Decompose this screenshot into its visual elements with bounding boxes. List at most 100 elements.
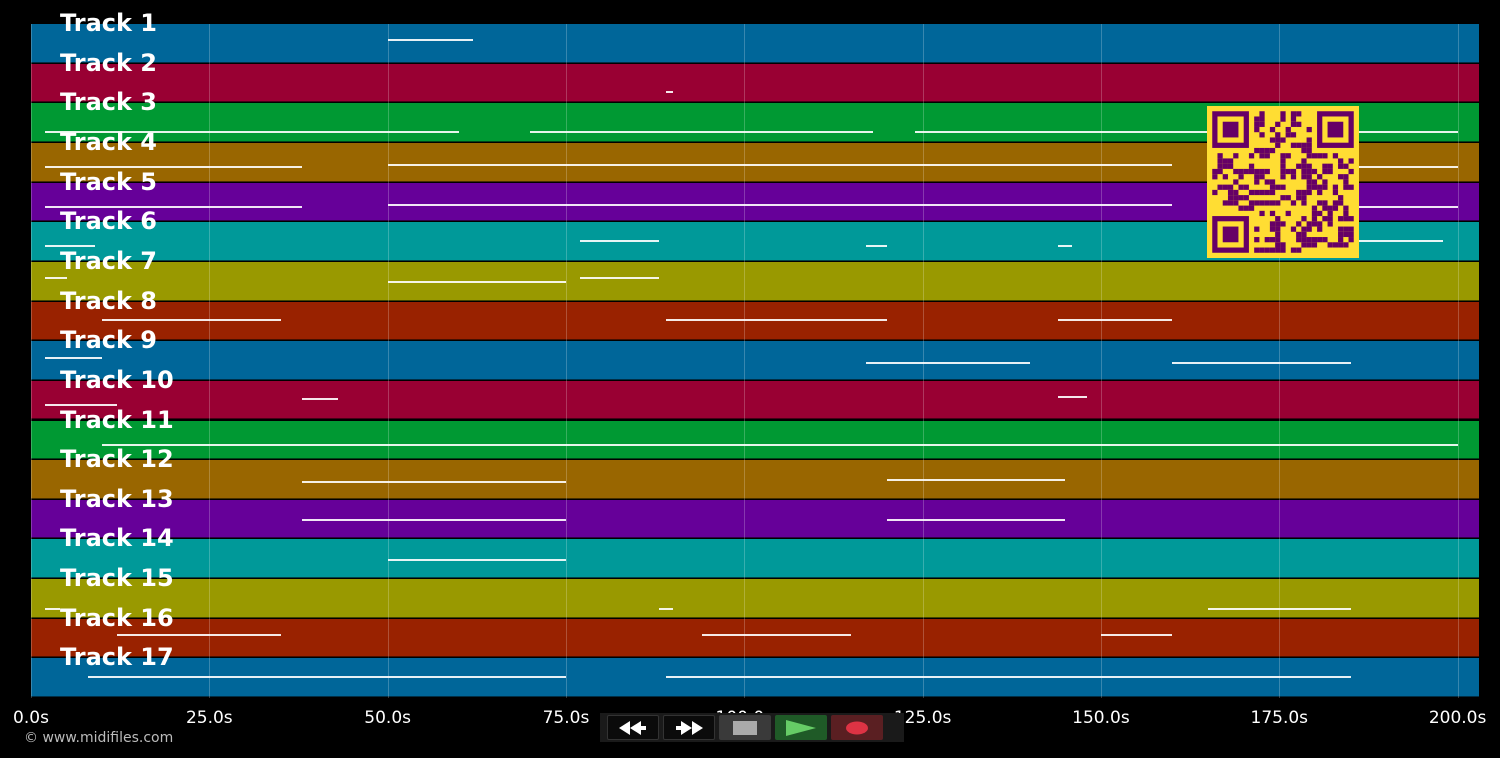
track-label: Track 9 bbox=[60, 326, 158, 355]
midi-note bbox=[865, 362, 1030, 365]
midi-note bbox=[886, 519, 1066, 522]
time-tick-label: 125.0s bbox=[893, 708, 952, 728]
gridline bbox=[1279, 24, 1281, 698]
gridline bbox=[1100, 24, 1102, 698]
time-tick-label: 25.0s bbox=[185, 708, 233, 728]
track-lane[interactable] bbox=[31, 24, 1479, 63]
midi-note bbox=[45, 356, 103, 359]
track-label: Track 15 bbox=[60, 564, 174, 593]
midi-note bbox=[701, 634, 852, 637]
rewind-icon bbox=[619, 720, 646, 735]
track-lane[interactable] bbox=[31, 499, 1479, 539]
track-label: Track 4 bbox=[60, 127, 158, 156]
time-tick-label: 75.0s bbox=[542, 708, 590, 728]
track-label: Track 10 bbox=[60, 365, 174, 394]
time-tick-label: 0.0s bbox=[13, 708, 49, 728]
track-label: Track 2 bbox=[60, 48, 158, 77]
midi-note bbox=[665, 675, 1351, 678]
track-lane[interactable] bbox=[31, 539, 1479, 579]
track-lane[interactable] bbox=[31, 579, 1479, 618]
gridline bbox=[565, 24, 567, 698]
record-button[interactable] bbox=[831, 715, 883, 740]
fast-forward-icon bbox=[676, 720, 703, 735]
midi-note bbox=[1058, 245, 1073, 248]
midi-note bbox=[302, 398, 338, 401]
rewind-button[interactable] bbox=[607, 715, 659, 740]
play-icon bbox=[786, 719, 816, 736]
midi-note bbox=[915, 131, 1458, 134]
qr-pattern bbox=[1212, 111, 1354, 253]
time-tick-label: 50.0s bbox=[364, 708, 411, 728]
gridline bbox=[209, 24, 211, 698]
track-lane[interactable] bbox=[31, 301, 1479, 341]
midi-note bbox=[865, 245, 887, 248]
track-label: Track 16 bbox=[60, 603, 174, 632]
gridline bbox=[922, 24, 924, 698]
track-label: Track 14 bbox=[60, 524, 174, 553]
gridline bbox=[1457, 24, 1459, 698]
track-lane[interactable] bbox=[31, 261, 1479, 301]
midi-note bbox=[387, 164, 1173, 167]
midi-note bbox=[102, 444, 1458, 447]
track-label: Track 12 bbox=[60, 445, 174, 474]
midi-note bbox=[580, 239, 659, 242]
track-lane[interactable] bbox=[31, 460, 1479, 499]
track-label: Track 17 bbox=[60, 643, 174, 672]
midi-note bbox=[116, 634, 281, 637]
track-lane[interactable] bbox=[31, 658, 1479, 698]
track-label: Track 1 bbox=[60, 9, 158, 37]
midi-note bbox=[45, 608, 60, 611]
midi-note bbox=[387, 203, 1173, 206]
stop-button[interactable] bbox=[719, 715, 771, 740]
midi-note bbox=[1100, 634, 1173, 637]
fast-forward-button[interactable] bbox=[663, 715, 715, 740]
track-label: Track 7 bbox=[60, 246, 158, 275]
midi-note bbox=[387, 558, 566, 561]
track-lane[interactable] bbox=[31, 380, 1479, 420]
midi-note bbox=[45, 277, 67, 280]
play-button[interactable] bbox=[775, 715, 827, 740]
track-label: Track 5 bbox=[60, 167, 158, 196]
midi-note bbox=[1058, 318, 1173, 321]
midi-note bbox=[45, 205, 303, 208]
midi-note bbox=[102, 318, 281, 321]
midi-note bbox=[302, 481, 566, 484]
track-lane[interactable] bbox=[31, 341, 1479, 380]
midi-note bbox=[1172, 362, 1351, 365]
copyright-text: © www.midifiles.com bbox=[24, 730, 174, 746]
track-label: Track 13 bbox=[60, 484, 174, 513]
midi-note bbox=[1350, 239, 1444, 242]
time-tick-label: 175.0s bbox=[1250, 708, 1309, 728]
midi-note bbox=[658, 608, 673, 611]
transport-controls bbox=[600, 713, 904, 742]
track-lane[interactable] bbox=[31, 63, 1479, 103]
midi-note bbox=[302, 519, 566, 522]
midi-note bbox=[45, 166, 303, 169]
track-label: Track 3 bbox=[60, 88, 158, 117]
track-label: Track 8 bbox=[60, 286, 158, 315]
record-icon bbox=[846, 721, 868, 734]
midi-note bbox=[45, 131, 459, 134]
track-lane[interactable] bbox=[31, 420, 1479, 460]
qr-code bbox=[1207, 106, 1359, 258]
midi-note bbox=[1058, 396, 1087, 399]
gridline bbox=[744, 24, 746, 698]
time-tick-label: 150.0s bbox=[1072, 708, 1130, 728]
midi-note bbox=[387, 39, 474, 42]
track-lane[interactable] bbox=[31, 618, 1479, 658]
midi-note bbox=[665, 90, 673, 93]
midi-note bbox=[530, 131, 873, 134]
gridline bbox=[31, 24, 32, 698]
midi-note bbox=[88, 675, 566, 678]
midi-note bbox=[387, 281, 566, 284]
midi-note bbox=[580, 277, 659, 280]
midi-note bbox=[886, 479, 1066, 482]
stop-icon bbox=[733, 720, 757, 735]
gridline bbox=[387, 24, 389, 698]
time-tick-label: 200.0s bbox=[1428, 708, 1487, 728]
midi-note bbox=[665, 318, 887, 321]
midi-note bbox=[45, 404, 117, 407]
midi-note bbox=[1207, 608, 1351, 611]
track-label: Track 11 bbox=[60, 405, 174, 434]
midi-note bbox=[45, 245, 96, 248]
